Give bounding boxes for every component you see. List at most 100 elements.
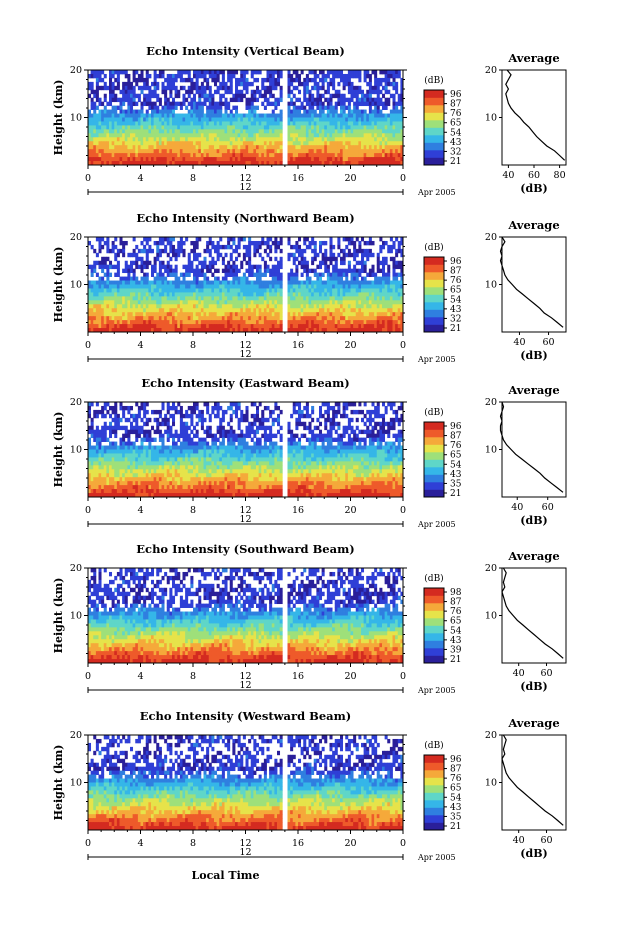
- heatmap-cell: [208, 105, 212, 110]
- heatmap-cell: [214, 77, 218, 83]
- heatmap-cell: [329, 296, 333, 301]
- heatmap-cell: [392, 145, 396, 150]
- heatmap-cell: [279, 121, 283, 126]
- heatmap-cell: [190, 85, 194, 91]
- heatmap-cell: [340, 93, 344, 99]
- heatmap-cell: [313, 85, 317, 91]
- heatmap-cell: [389, 81, 393, 87]
- heatmap-cell: [88, 129, 92, 134]
- heatmap-cell: [376, 260, 380, 266]
- heatmap-cell: [290, 113, 294, 118]
- heatmap-cell: [269, 145, 273, 150]
- heatmap-cell: [345, 292, 349, 297]
- heatmap-cell: [211, 272, 215, 277]
- heatmap-cell: [287, 145, 291, 150]
- heatmap-cell: [195, 117, 199, 122]
- heatmap-cell: [279, 328, 283, 333]
- heatmap-cell: [287, 93, 291, 99]
- heatmap-cell: [116, 97, 120, 103]
- heatmap-cell: [242, 312, 246, 317]
- heatmap-cell: [161, 402, 165, 407]
- heatmap-cell: [166, 300, 170, 305]
- heatmap-cell: [214, 280, 218, 285]
- heatmap-cell: [214, 312, 218, 317]
- heatmap-cell: [305, 149, 309, 154]
- heatmap-cell: [250, 137, 254, 142]
- heatmap-cell: [203, 296, 207, 301]
- heatmap-cell: [221, 129, 225, 134]
- heatmap-cell: [119, 129, 123, 134]
- heatmap-cell: [111, 280, 115, 285]
- heatmap-cell: [337, 157, 341, 162]
- heatmap-cell: [298, 248, 302, 254]
- heatmap-cell: [151, 121, 155, 126]
- heatmap-cell: [216, 125, 220, 130]
- heatmap-cell: [200, 149, 204, 154]
- heatmap-cell: [389, 149, 393, 154]
- heatmap-cell: [151, 149, 155, 154]
- heatmap-cell: [253, 153, 257, 158]
- heatmap-cell: [263, 141, 267, 146]
- heatmap-cell: [135, 153, 139, 158]
- heatmap-cell: [216, 268, 220, 274]
- heatmap-cell: [169, 121, 173, 126]
- heatmap-cell: [287, 288, 291, 293]
- heatmap-cell: [177, 240, 181, 246]
- heatmap-cell: [229, 109, 233, 114]
- heatmap-cell: [379, 157, 383, 162]
- heatmap-cell: [287, 272, 291, 277]
- heatmap-cell: [371, 121, 375, 126]
- heatmap-cell: [114, 85, 118, 91]
- colorbar-tick-label: 65: [450, 286, 462, 296]
- heatmap-cell: [376, 304, 380, 309]
- heatmap-cell: [271, 137, 275, 142]
- heatmap-cell: [353, 264, 357, 270]
- heatmap-cell: [313, 328, 317, 333]
- heatmap-cell: [376, 280, 380, 285]
- heatmap-cell: [308, 157, 312, 162]
- heatmap-cell: [305, 304, 309, 309]
- heatmap-cell: [266, 89, 270, 95]
- heatmap-cell: [303, 97, 307, 103]
- heatmap-cell: [311, 157, 315, 162]
- heatmap-cell: [237, 402, 241, 407]
- heatmap-cell: [240, 145, 244, 150]
- heatmap-cell: [229, 284, 233, 289]
- heatmap-cell: [185, 304, 189, 309]
- heatmap-cell: [340, 145, 344, 150]
- heatmap-cell: [324, 133, 328, 138]
- heatmap-cell: [211, 73, 215, 79]
- heatmap-cell: [109, 109, 113, 114]
- heatmap-cell: [329, 288, 333, 293]
- heatmap-cell: [135, 276, 139, 281]
- heatmap-cell: [329, 141, 333, 146]
- heatmap-cell: [98, 137, 102, 142]
- heatmap-cell: [374, 161, 378, 166]
- heatmap-cell: [279, 308, 283, 313]
- heatmap-cell: [98, 125, 102, 130]
- heatmap-cell: [172, 101, 176, 107]
- heatmap-cell: [277, 133, 281, 138]
- heatmap-cell: [103, 125, 107, 130]
- heatmap-cell: [109, 260, 113, 266]
- heatmap-cell: [203, 402, 207, 407]
- heatmap-cell: [219, 113, 223, 118]
- heatmap-cell: [400, 252, 404, 258]
- heatmap-cell: [253, 240, 257, 246]
- heatmap-cell: [214, 324, 218, 329]
- heatmap-cell: [206, 141, 210, 146]
- heatmap-cell: [166, 109, 170, 114]
- heatmap-cell: [93, 409, 97, 415]
- heatmap-cell: [135, 145, 139, 150]
- heatmap-cell: [93, 137, 97, 142]
- heatmap-cell: [374, 133, 378, 138]
- heatmap-cell: [161, 288, 165, 293]
- heatmap-cell: [290, 292, 294, 297]
- heatmap-cell: [229, 149, 233, 154]
- heatmap-cell: [166, 272, 170, 277]
- heatmap-cell: [237, 145, 241, 150]
- heatmap-cell: [166, 237, 170, 242]
- heatmap-cell: [190, 296, 194, 301]
- heatmap-cell: [263, 89, 267, 95]
- heatmap-cell: [316, 89, 320, 95]
